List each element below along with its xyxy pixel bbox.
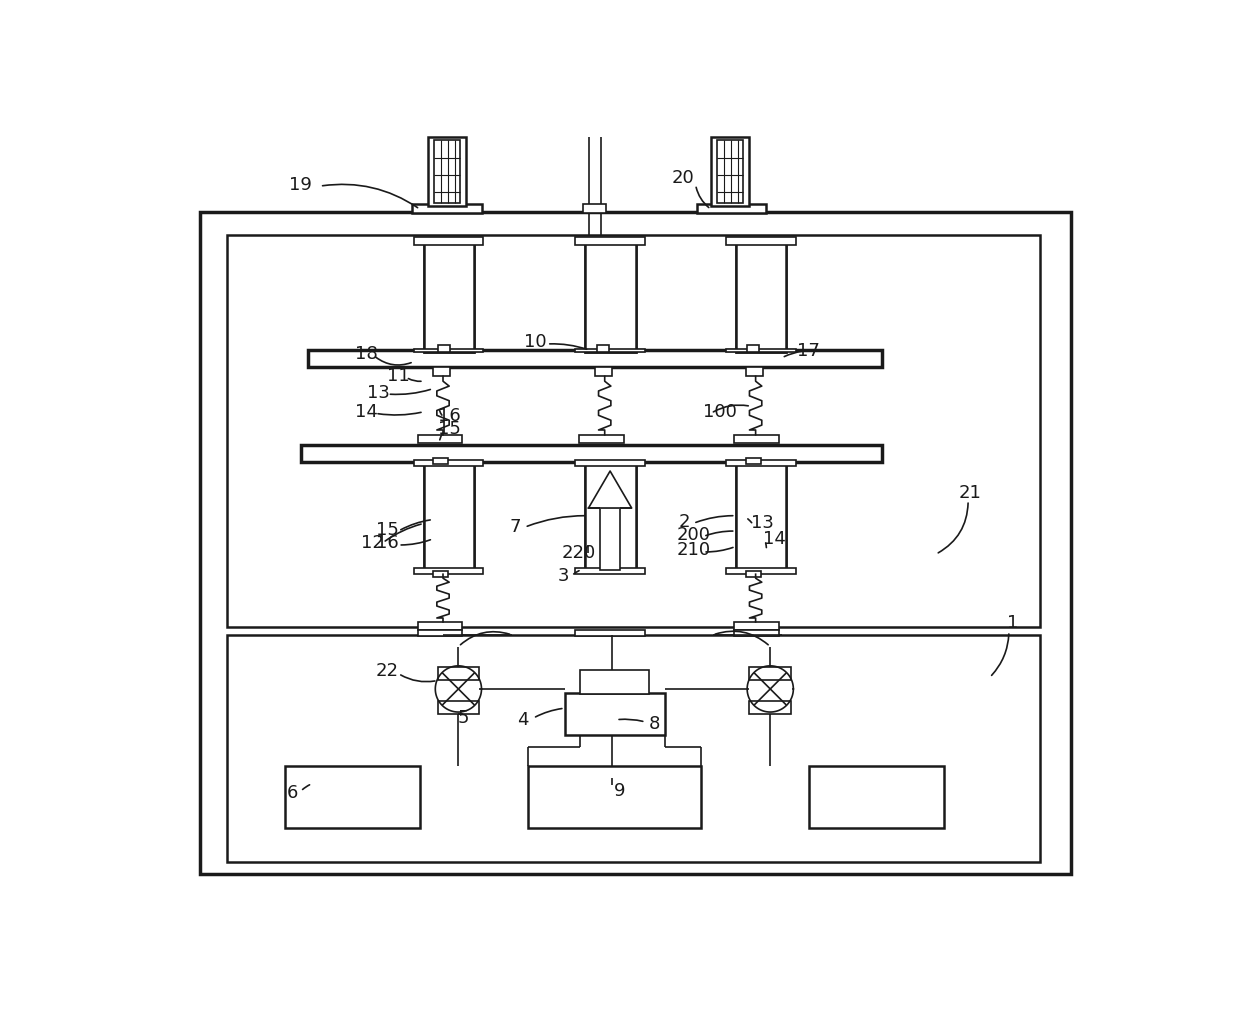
Bar xyxy=(734,622,779,629)
Text: 12: 12 xyxy=(361,534,383,551)
Bar xyxy=(424,242,474,352)
Bar xyxy=(735,242,786,352)
Bar xyxy=(438,700,479,714)
Text: 5: 5 xyxy=(458,709,469,727)
Bar xyxy=(428,137,466,206)
Bar xyxy=(575,348,645,353)
Text: 220: 220 xyxy=(562,543,595,562)
Bar xyxy=(595,367,611,376)
Bar xyxy=(585,242,635,352)
Bar xyxy=(579,435,624,443)
Bar xyxy=(575,568,645,574)
Bar xyxy=(717,140,743,203)
Bar xyxy=(748,344,759,353)
Bar xyxy=(727,568,796,574)
Bar xyxy=(434,140,460,203)
Bar xyxy=(711,137,749,206)
Text: 14: 14 xyxy=(763,530,785,547)
Bar xyxy=(596,344,609,353)
Bar xyxy=(749,666,791,681)
Bar xyxy=(438,344,450,353)
Bar xyxy=(727,237,796,245)
Text: 13: 13 xyxy=(367,383,389,402)
Bar xyxy=(735,242,786,352)
Text: 11: 11 xyxy=(387,367,409,384)
Text: 16: 16 xyxy=(438,407,460,424)
Bar xyxy=(227,636,1040,862)
Bar xyxy=(418,622,463,629)
Text: 18: 18 xyxy=(355,345,377,363)
Bar xyxy=(285,766,420,827)
Text: 20: 20 xyxy=(672,169,694,188)
Bar xyxy=(424,463,474,571)
Bar xyxy=(564,693,665,735)
Bar xyxy=(600,508,620,570)
Bar xyxy=(697,204,766,213)
Bar xyxy=(585,463,635,571)
Polygon shape xyxy=(589,472,631,508)
Text: 16: 16 xyxy=(376,534,399,552)
Bar xyxy=(734,629,779,636)
Text: 15: 15 xyxy=(376,521,399,538)
Bar xyxy=(424,242,474,352)
Bar xyxy=(414,237,484,245)
Bar xyxy=(227,235,1040,627)
Bar xyxy=(433,458,449,464)
Text: 200: 200 xyxy=(677,526,711,544)
Text: 100: 100 xyxy=(703,403,737,420)
Bar xyxy=(414,460,484,466)
Bar xyxy=(585,242,635,352)
Bar xyxy=(433,367,450,376)
Text: 1: 1 xyxy=(1007,615,1018,632)
Bar xyxy=(734,435,779,443)
Bar xyxy=(414,348,484,353)
Text: 17: 17 xyxy=(797,342,820,360)
Text: 21: 21 xyxy=(959,484,982,501)
Bar xyxy=(201,211,1070,873)
Bar xyxy=(585,463,635,571)
Text: 2: 2 xyxy=(678,512,689,531)
Bar xyxy=(745,458,761,464)
Text: 15: 15 xyxy=(438,420,460,439)
Bar xyxy=(424,463,474,571)
Bar xyxy=(438,666,479,681)
Bar xyxy=(745,367,763,376)
Bar xyxy=(745,571,761,577)
Text: 10: 10 xyxy=(525,333,547,352)
Bar xyxy=(412,204,481,213)
Bar xyxy=(414,568,484,574)
Text: 8: 8 xyxy=(649,714,660,733)
Bar xyxy=(300,445,882,462)
Bar xyxy=(309,351,882,367)
Text: 7: 7 xyxy=(510,519,521,536)
Bar xyxy=(575,460,645,466)
Bar xyxy=(528,766,701,827)
Text: 210: 210 xyxy=(677,541,711,560)
Bar xyxy=(433,571,449,577)
Text: 4: 4 xyxy=(517,710,528,729)
Text: 3: 3 xyxy=(558,567,569,584)
Bar xyxy=(749,700,791,714)
Bar xyxy=(808,766,944,827)
Bar xyxy=(735,463,786,571)
Bar xyxy=(575,629,645,636)
Bar xyxy=(580,669,650,694)
Text: 19: 19 xyxy=(289,175,312,194)
Bar xyxy=(418,629,463,636)
Text: 14: 14 xyxy=(355,403,377,420)
Bar xyxy=(575,237,645,245)
Bar xyxy=(727,348,796,353)
Text: 13: 13 xyxy=(751,515,774,532)
Bar xyxy=(583,204,606,213)
Text: 6: 6 xyxy=(288,784,299,802)
Bar xyxy=(735,463,786,571)
Bar xyxy=(727,460,796,466)
Text: 22: 22 xyxy=(376,662,399,681)
Bar xyxy=(418,435,463,443)
Text: 9: 9 xyxy=(614,782,626,801)
